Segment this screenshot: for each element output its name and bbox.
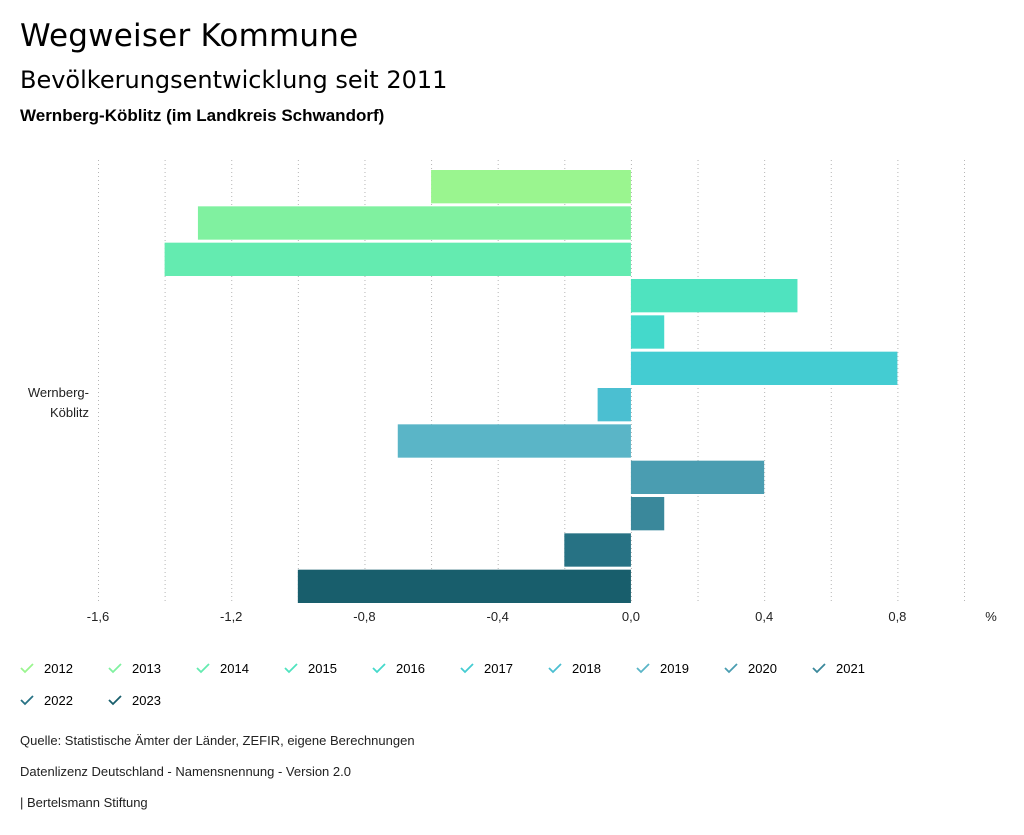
legend-label: 2014 (220, 661, 249, 676)
legend-label: 2013 (132, 661, 161, 676)
publisher-note: | Bertelsmann Stiftung (20, 795, 148, 810)
legend-label: 2018 (572, 661, 601, 676)
bar-2012 (431, 170, 631, 204)
bar-2014 (164, 242, 631, 276)
chart-title: Wegweiser Kommune (20, 18, 359, 54)
bar-2019 (397, 424, 631, 458)
region-label: Wernberg-Köblitz (im Landkreis Schwandor… (20, 106, 385, 125)
check-icon (108, 695, 122, 706)
chart-subtitle: Bevölkerungsentwicklung seit 2011 (20, 66, 448, 94)
category-label: Köblitz (50, 405, 89, 420)
check-icon (108, 663, 122, 674)
bar-chart: Wernberg- Köblitz -1,6 -1,2 -0,8 -0,4 0,0 0,4 0,… (28, 160, 997, 624)
check-icon (812, 663, 826, 674)
source-note: Quelle: Statistische Ämter der Länder, Z… (20, 733, 415, 748)
tick-label: 0,0 (622, 609, 640, 624)
bar-2015 (630, 279, 798, 313)
check-icon (284, 663, 298, 674)
check-icon (724, 663, 738, 674)
legend-label: 2021 (836, 661, 865, 676)
bar-2023 (297, 569, 631, 603)
unit-label: % (985, 609, 997, 624)
tick-label: -1,2 (220, 609, 242, 624)
bar-2018 (597, 388, 631, 422)
legend-label: 2020 (748, 661, 777, 676)
check-icon (20, 663, 34, 674)
legend-label: 2016 (396, 661, 425, 676)
legend-label: 2017 (484, 661, 513, 676)
check-icon (372, 663, 386, 674)
legend-label: 2019 (660, 661, 689, 676)
legend-label: 2023 (132, 693, 161, 708)
check-icon (20, 695, 34, 706)
bar-2016 (630, 315, 665, 349)
tick-label: -0,8 (353, 609, 375, 624)
bar-2013 (197, 206, 631, 240)
bar-2020 (630, 460, 765, 494)
check-icon (460, 663, 474, 674)
license-note: Datenlizenz Deutschland - Namensnennung … (20, 764, 351, 779)
tick-label: 0,4 (755, 609, 773, 624)
check-icon (548, 663, 562, 674)
bar-2021 (630, 497, 665, 531)
tick-label: -0,4 (486, 609, 508, 624)
tick-label: -1,6 (87, 609, 109, 624)
check-icon (196, 663, 210, 674)
category-label: Wernberg- (28, 385, 89, 400)
bar-2017 (630, 351, 898, 385)
legend-label: 2022 (44, 693, 73, 708)
legend-label: 2012 (44, 661, 73, 676)
check-icon (636, 663, 650, 674)
tick-label: 0,8 (888, 609, 906, 624)
bar-2022 (564, 533, 631, 567)
legend-label: 2015 (308, 661, 337, 676)
